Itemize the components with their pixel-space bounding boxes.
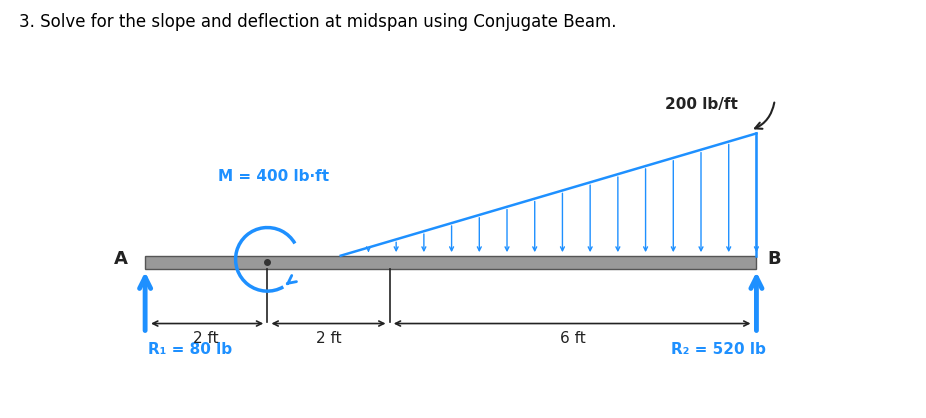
Text: B: B: [768, 250, 781, 268]
Text: A: A: [114, 250, 128, 268]
Text: R₁ = 80 lb: R₁ = 80 lb: [148, 342, 232, 357]
FancyBboxPatch shape: [145, 256, 757, 269]
Text: 6 ft: 6 ft: [560, 331, 586, 346]
Text: 2 ft: 2 ft: [316, 331, 342, 346]
Text: 2 ft: 2 ft: [194, 331, 219, 346]
Text: 3. Solve for the slope and deflection at midspan using Conjugate Beam.: 3. Solve for the slope and deflection at…: [19, 13, 616, 31]
Text: R₂ = 520 lb: R₂ = 520 lb: [670, 342, 766, 357]
Text: M = 400 lb·ft: M = 400 lb·ft: [219, 169, 330, 184]
Text: 200 lb/ft: 200 lb/ft: [665, 97, 738, 112]
